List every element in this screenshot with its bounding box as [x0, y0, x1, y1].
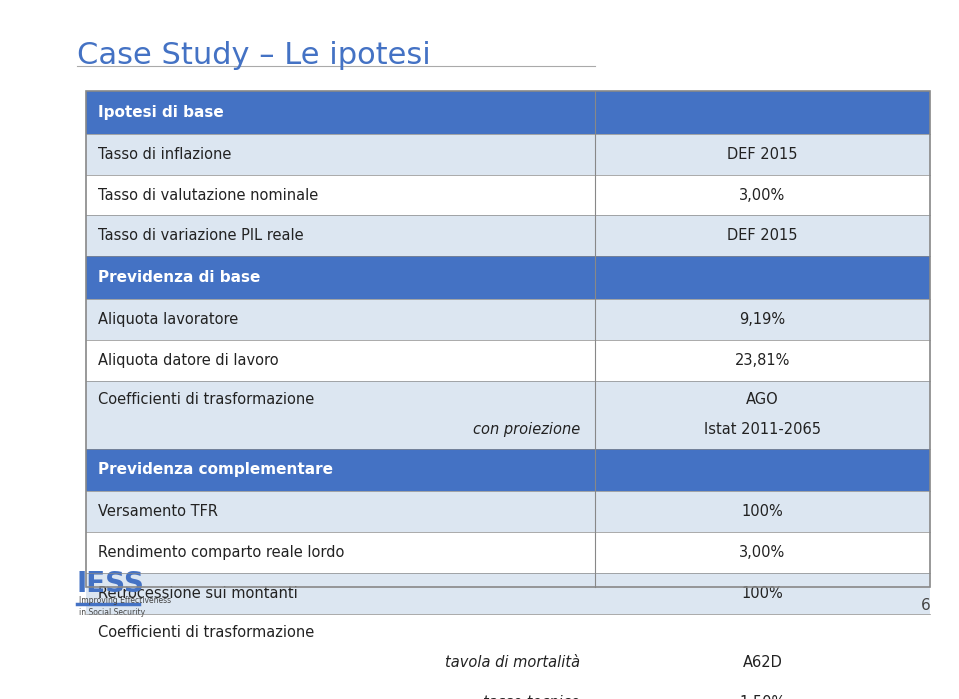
Text: 9,19%: 9,19% — [739, 312, 785, 327]
FancyBboxPatch shape — [86, 299, 595, 340]
Text: Istat 2011-2065: Istat 2011-2065 — [704, 422, 821, 437]
FancyBboxPatch shape — [595, 682, 930, 699]
FancyBboxPatch shape — [86, 91, 930, 134]
Text: con proiezione: con proiezione — [473, 422, 580, 437]
Text: Rendimento comparto reale lordo: Rendimento comparto reale lordo — [98, 545, 344, 560]
Text: IESS: IESS — [77, 570, 145, 598]
Text: A62D: A62D — [742, 655, 783, 670]
Text: DEF 2015: DEF 2015 — [727, 229, 798, 243]
FancyBboxPatch shape — [595, 491, 930, 532]
FancyBboxPatch shape — [86, 449, 930, 491]
FancyBboxPatch shape — [86, 532, 595, 573]
Text: Coefficienti di trasformazione: Coefficienti di trasformazione — [98, 392, 314, 408]
Text: Versamento TFR: Versamento TFR — [98, 504, 218, 519]
FancyBboxPatch shape — [595, 134, 930, 175]
Text: 6: 6 — [921, 598, 930, 612]
FancyBboxPatch shape — [595, 381, 930, 449]
Text: 100%: 100% — [741, 504, 784, 519]
Text: Tasso di valutazione nominale: Tasso di valutazione nominale — [98, 187, 318, 203]
FancyBboxPatch shape — [86, 573, 595, 614]
Text: tasso tecnico: tasso tecnico — [483, 695, 580, 699]
Text: Retrocessione sui montanti: Retrocessione sui montanti — [98, 586, 297, 601]
FancyBboxPatch shape — [595, 175, 930, 215]
FancyBboxPatch shape — [595, 299, 930, 340]
FancyBboxPatch shape — [86, 134, 595, 175]
Text: Previdenza di base: Previdenza di base — [98, 271, 260, 285]
Text: Case Study – Le ipotesi: Case Study – Le ipotesi — [77, 41, 431, 70]
FancyBboxPatch shape — [86, 175, 595, 215]
FancyBboxPatch shape — [86, 491, 595, 532]
FancyBboxPatch shape — [86, 257, 930, 299]
Text: 23,81%: 23,81% — [735, 353, 790, 368]
Text: Previdenza complementare: Previdenza complementare — [98, 463, 333, 477]
FancyBboxPatch shape — [595, 614, 930, 682]
Text: Aliquota datore di lavoro: Aliquota datore di lavoro — [98, 353, 278, 368]
FancyBboxPatch shape — [595, 340, 930, 381]
FancyBboxPatch shape — [86, 215, 595, 257]
Text: Coefficienti di trasformazione: Coefficienti di trasformazione — [98, 626, 314, 640]
Text: Ipotesi di base: Ipotesi di base — [98, 105, 223, 120]
Text: Tasso di inflazione: Tasso di inflazione — [98, 147, 231, 161]
FancyBboxPatch shape — [86, 614, 595, 682]
FancyBboxPatch shape — [86, 682, 595, 699]
Text: tavola di mortalità: tavola di mortalità — [445, 655, 580, 670]
Text: 1,50%: 1,50% — [739, 695, 785, 699]
Text: DEF 2015: DEF 2015 — [727, 147, 798, 161]
Text: 100%: 100% — [741, 586, 784, 601]
Text: Tasso di variazione PIL reale: Tasso di variazione PIL reale — [98, 229, 303, 243]
FancyBboxPatch shape — [595, 532, 930, 573]
FancyBboxPatch shape — [595, 215, 930, 257]
FancyBboxPatch shape — [595, 573, 930, 614]
Text: 3,00%: 3,00% — [739, 187, 785, 203]
Text: 3,00%: 3,00% — [739, 545, 785, 560]
FancyBboxPatch shape — [86, 381, 595, 449]
Text: Aliquota lavoratore: Aliquota lavoratore — [98, 312, 238, 327]
FancyBboxPatch shape — [86, 340, 595, 381]
Text: Improving Effectiveness
in Social Security: Improving Effectiveness in Social Securi… — [79, 596, 171, 617]
Text: AGO: AGO — [746, 392, 779, 408]
